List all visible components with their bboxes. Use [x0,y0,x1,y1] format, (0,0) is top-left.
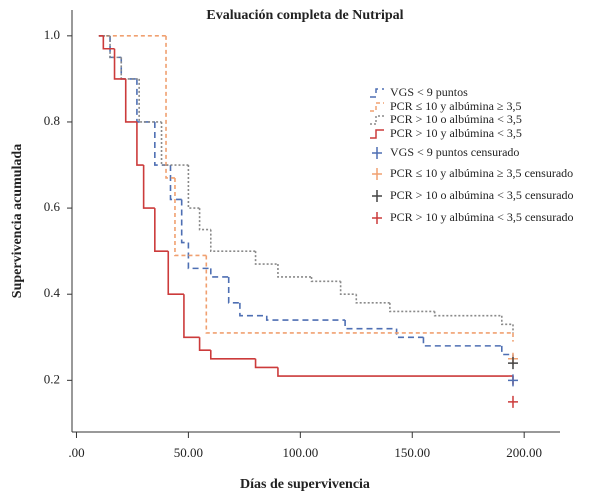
survival-step [209,268,229,278]
survival-step [198,208,211,231]
survival-step [265,315,346,321]
survival-step [395,328,424,339]
survival-step [209,350,256,360]
legend-symbol [372,190,382,202]
survival-step [102,35,115,50]
legend-label: PCR > 10 y albúmina < 3,5 [390,126,522,140]
chart-title: Evaluación completa de Nutripal [206,8,403,23]
survival-step [120,57,137,80]
x-tick-label: 200.00 [506,445,542,460]
survival-step [142,165,155,209]
legend-label: PCR > 10 y albúmina < 3,5 censurado [390,210,574,224]
legend-symbol [370,102,384,112]
y-tick-label: 0.6 [44,199,61,214]
x-axis-label: Días de supervivencia [240,477,370,492]
survival-step [109,35,122,59]
legend-label: PCR > 10 o albúmina < 3,5 censurado [390,188,574,202]
legend-label: PCR > 10 o albúmina < 3,5 [390,112,522,126]
survival-step [138,78,162,123]
x-tick-label: 50.00 [174,445,203,460]
survival-step [165,35,175,179]
legend-label: PCR ≤ 10 y albúmina ≥ 3,5 censurado [390,166,573,180]
survival-step [124,78,137,123]
survival-step [167,251,184,296]
survival-step [254,251,278,265]
y-tick-label: 1.0 [44,27,60,42]
survival-step [180,199,189,244]
survival-step [209,229,256,252]
legend-symbol [372,147,382,159]
legend-label: VGS < 9 puntos censurado [390,145,519,159]
survival-step [277,367,509,377]
survival-step [239,302,267,317]
survival-step [120,57,140,80]
survival-step [205,255,513,334]
y-axis-label: Supervivencia acumulada [10,144,25,298]
survival-step [187,165,200,209]
legend-symbol [370,115,384,125]
survival-step [500,345,513,356]
y-tick-label: 0.8 [44,113,60,128]
survival-step [277,264,312,278]
survival-step [154,208,169,252]
legend-symbol [372,168,382,180]
legend-label: PCR ≤ 10 y albúmina ≥ 3,5 [390,99,522,113]
survival-step [355,294,390,304]
censor-mark [507,395,518,408]
legend-label: VGS < 9 puntos [390,85,468,99]
survival-step [174,177,207,257]
x-tick-label: 100.00 [282,445,318,460]
y-tick-label: 0.4 [44,285,61,300]
survival-step [500,315,513,326]
survival-step [433,311,502,317]
censor-mark [507,374,518,387]
survival-step [389,302,435,313]
legend-symbol [370,129,384,139]
y-tick-label: 0.2 [44,371,60,386]
survival-step [310,276,341,283]
legend-symbol [370,88,384,98]
survival-step [160,121,189,166]
survival-step [187,242,211,270]
survival-step [422,337,502,347]
x-tick-label: 150.00 [394,445,430,460]
survival-step [339,281,357,296]
survival-step [227,276,240,304]
legend-symbol [372,212,382,224]
survival-step [136,121,144,166]
censor-mark [507,357,518,370]
survival-step [344,320,397,330]
survival-step [254,358,278,369]
survival-step [154,121,171,166]
survival-step [113,48,126,80]
survival-step [109,35,122,59]
survival-step [183,294,200,339]
survival-step [198,337,211,351]
x-tick-label: .00 [68,445,84,460]
survival-step [169,165,182,201]
